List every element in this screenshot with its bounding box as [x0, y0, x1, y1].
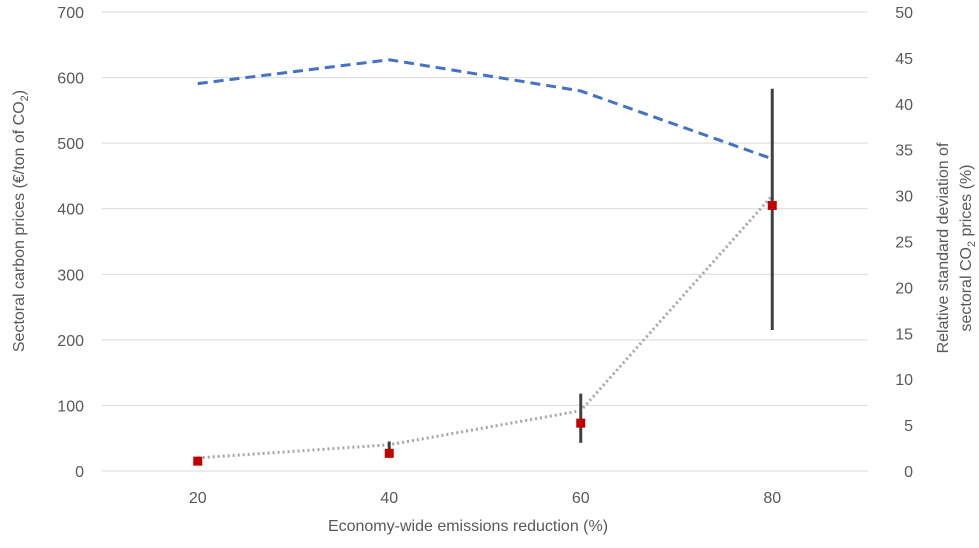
gridlines [102, 11, 868, 472]
left-axis-title-main: Sectoral carbon prices (€/ton of CO [11, 101, 28, 352]
left-axis-title: Sectoral carbon prices (€/ton of CO2) [11, 90, 31, 352]
left-tick-label-7: 700 [57, 5, 84, 22]
right-tick-label-7: 35 [895, 143, 913, 160]
left-axis-title-close: ) [11, 90, 28, 95]
right-axis-title-line2-main: sectoral CO [958, 247, 975, 331]
right-tick-label-10: 50 [895, 5, 913, 22]
price-marker-3 [767, 200, 777, 210]
x-axis-title: Economy-wide emissions reduction (%) [328, 518, 608, 535]
right-axis-title: Relative standard deviation of sectoral … [935, 142, 978, 353]
left-tick-label-5: 500 [57, 136, 84, 153]
right-tick-label-1: 5 [904, 418, 913, 435]
right-axis-title-line2-subscript: 2 [966, 241, 978, 247]
left-tick-label-4: 400 [57, 202, 84, 219]
right-axis-title-line1: Relative standard deviation of [935, 142, 952, 353]
right-tick-label-4: 20 [895, 280, 913, 297]
left-tick-label-3: 300 [57, 267, 84, 284]
left-axis-ticks: 0 100 200 300 400 500 600 700 [57, 5, 84, 481]
right-tick-label-9: 45 [895, 51, 913, 68]
x-axis-ticks: 20 40 60 80 [189, 490, 781, 507]
right-tick-label-5: 25 [895, 235, 913, 252]
x-tick-label-3: 80 [763, 490, 781, 507]
left-tick-label-6: 600 [57, 71, 84, 88]
left-tick-label-1: 100 [57, 398, 84, 415]
right-axis-ticks: 0 5 10 15 20 25 30 35 40 45 50 [895, 5, 913, 481]
x-tick-label-1: 40 [380, 490, 398, 507]
series-layer [193, 58, 777, 466]
right-tick-label-0: 0 [904, 464, 913, 481]
right-tick-label-3: 15 [895, 326, 913, 343]
right-tick-label-8: 40 [895, 97, 913, 114]
x-tick-label-0: 20 [189, 490, 207, 507]
left-axis-title-subscript: 2 [19, 95, 31, 101]
price-marker-2 [576, 418, 586, 428]
dashed-series-line [197, 58, 773, 161]
x-tick-label-2: 60 [572, 490, 590, 507]
right-tick-label-6: 30 [895, 189, 913, 206]
price-marker-1 [384, 448, 394, 458]
right-axis-title-line2: sectoral CO2 prices (%) [958, 164, 978, 331]
right-axis-title-line2-rest: prices (%) [958, 164, 975, 240]
dotted-series-line [197, 194, 774, 460]
left-tick-label-2: 200 [57, 333, 84, 350]
price-marker-0 [193, 456, 203, 466]
left-tick-label-0: 0 [75, 464, 84, 481]
right-tick-label-2: 10 [895, 372, 913, 389]
